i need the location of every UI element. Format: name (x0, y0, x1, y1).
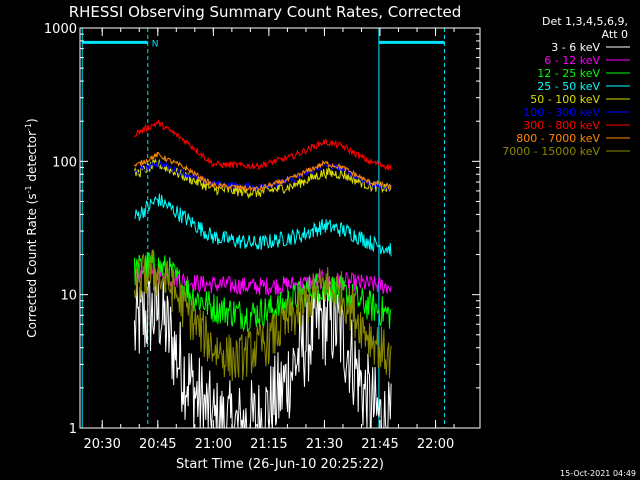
x-tick-label-4: 21:30 (306, 437, 343, 452)
legend-label-3: 25 - 50 keV (537, 80, 600, 93)
x-tick-label-1: 20:45 (139, 437, 176, 452)
footer-date: 15-Oct-2021 04:49 (560, 469, 636, 478)
legend-label-8: 7000 - 15000 keV (502, 145, 600, 158)
y-tick-label-1: 10 (60, 289, 77, 304)
x-tick-label-2: 21:00 (195, 437, 232, 452)
y-axis-label-end: ) (25, 118, 39, 123)
legend-label-6: 300 - 800 keV (523, 119, 600, 132)
series-line-7 (133, 151, 392, 193)
legend-header-detectors: Det 1,3,4,5,6,9, (542, 15, 628, 28)
y-tick-label-0: 1 (69, 422, 77, 437)
y-axis-label: Corrected Count Rate (s-1 detector-1) (24, 118, 39, 337)
x-axis: 20:30 20:45 21:00 21:15 21:30 21:45 22:00 (83, 28, 455, 452)
night-marker-label: N (152, 39, 159, 49)
y-axis-label-mid: detector (25, 131, 39, 186)
legend-label-5: 100 - 300 keV (523, 106, 600, 119)
x-tick-label-5: 21:45 (361, 437, 398, 452)
x-tick-label-0: 20:30 (83, 437, 120, 452)
legend-label-7: 800 - 7000 keV (516, 132, 600, 145)
y-tick-label-2: 100 (52, 155, 77, 170)
x-axis-label: Start Time (26-Jun-10 20:25:22) (176, 457, 384, 472)
legend-label-0: 3 - 6 keV (551, 41, 600, 54)
y-tick-label-3: 1000 (44, 22, 77, 37)
x-tick-label-3: 21:15 (250, 437, 287, 452)
legend-header-attenuator: Att 0 (602, 28, 628, 41)
plot-frame (79, 27, 481, 429)
series-line-5 (134, 161, 392, 192)
series-line-6 (133, 119, 392, 172)
legend-label-2: 12 - 25 keV (537, 67, 600, 80)
legend-label-4: 50 - 100 keV (530, 93, 600, 106)
series-line-8 (133, 249, 392, 382)
y-axis: 1 10 100 1000 (44, 22, 480, 437)
y-axis-label-sup2: -1 (24, 123, 33, 131)
series-layer (133, 119, 392, 429)
y-axis-label-main: Corrected Count Rate (s (25, 193, 39, 337)
chart-title: RHESSI Observing Summary Count Rates, Co… (69, 3, 462, 21)
y-axis-label-sup1: -1 (24, 185, 33, 193)
series-line-1 (134, 262, 392, 296)
series-line-2 (133, 249, 392, 333)
series-line-3 (134, 193, 392, 257)
legend-label-1: 6 - 12 keV (544, 54, 600, 67)
x-tick-label-6: 22:00 (417, 437, 454, 452)
